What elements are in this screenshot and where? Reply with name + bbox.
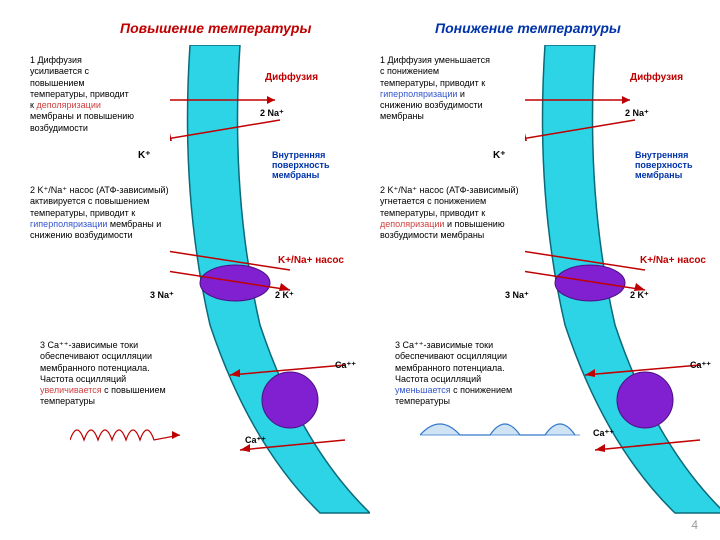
page-number: 4 (691, 518, 698, 532)
right-pump-label: K+/Na+ насос (640, 255, 706, 266)
right-k2: 2 K⁺ (630, 290, 649, 301)
right-block1: 1 Диффузия уменьшается с понижением темп… (380, 55, 490, 123)
left-k: K⁺ (138, 150, 151, 161)
right-k: K⁺ (493, 150, 506, 161)
right-diffusion-label: Диффузия (630, 72, 683, 83)
right-inner-surface: Внутренняя поверхность мембраны (635, 150, 715, 180)
left-na3: 3 Na⁺ (150, 290, 174, 301)
left-na2: 2 Na⁺ (260, 108, 284, 119)
left-k2: 2 K⁺ (275, 290, 294, 301)
left-diffusion-label: Диффузия (265, 72, 318, 83)
left-panel: Повышение температуры 1 (10, 0, 360, 520)
left-block1: 1 Диффузия усиливается с повышением темп… (30, 55, 135, 134)
right-na2: 2 Na⁺ (625, 108, 649, 119)
left-pump-label: K+/Na+ насос (278, 255, 344, 266)
right-block3: 3 Ca⁺⁺-зависимые токи обеспечивают осцил… (395, 340, 535, 408)
left-title: Повышение температуры (120, 20, 311, 36)
right-panel: Понижение температуры 1 Диффузия уменьша… (365, 0, 715, 520)
left-ca2: Ca⁺⁺ (245, 435, 266, 446)
right-na3: 3 Na⁺ (505, 290, 529, 301)
left-inner-surface: Внутренняя поверхность мембраны (272, 150, 352, 180)
right-block2: 2 K⁺/Na⁺ насос (АТФ-зависимый) угнетаетс… (380, 185, 520, 241)
left-block3: 3 Ca⁺⁺-зависимые токи обеспечивают осцил… (40, 340, 180, 408)
left-block2: 2 K⁺/Na⁺ насос (АТФ-зависимый) активируе… (30, 185, 170, 241)
left-ca1: Ca⁺⁺ (335, 360, 356, 371)
right-ca1: Ca⁺⁺ (690, 360, 711, 371)
left-wave (70, 415, 190, 455)
right-wave (420, 405, 600, 450)
right-title: Понижение температуры (435, 20, 621, 36)
